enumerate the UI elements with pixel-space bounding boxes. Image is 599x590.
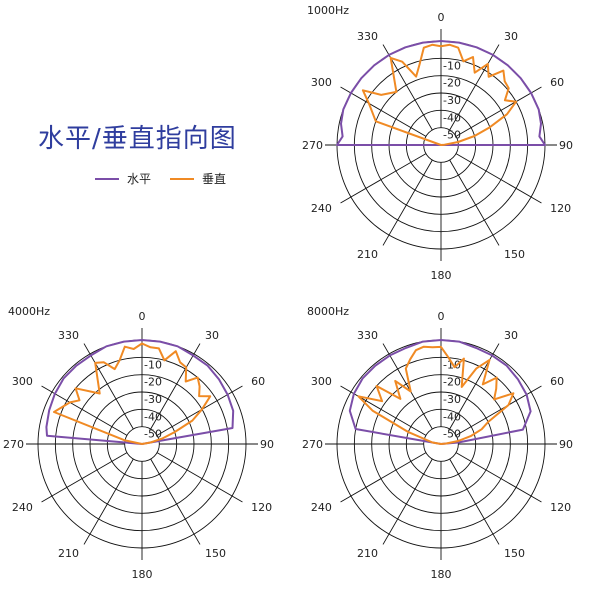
angle-label: 30	[205, 329, 219, 342]
polar-spoke	[449, 44, 500, 131]
polar-spoke	[382, 159, 433, 246]
angle-label: 330	[357, 30, 378, 43]
angle-label: 270	[302, 139, 323, 152]
angle-label: 90	[260, 438, 274, 451]
polar-spoke	[41, 385, 128, 436]
legend-item-horizontal: 水平	[95, 170, 151, 187]
polar-spoke	[41, 452, 128, 503]
polar-plot-2: 8000Hz-10-20-30-40-500306090120150180210…	[302, 305, 573, 581]
angle-label: 150	[504, 248, 525, 261]
angle-label: 30	[504, 30, 518, 43]
polar-spoke	[382, 343, 433, 430]
polar-spoke	[156, 452, 243, 503]
legend-swatch-horizontal	[95, 177, 119, 180]
angle-label: 270	[302, 438, 323, 451]
series-horizontal	[45, 339, 235, 445]
angle-label: 0	[438, 11, 445, 24]
plot-title: 1000Hz	[307, 4, 349, 17]
angle-label: 180	[431, 269, 452, 282]
legend-label-vertical: 垂直	[202, 172, 227, 186]
ring-label: -40	[443, 111, 461, 124]
polar-spoke	[455, 86, 542, 137]
polar-spoke	[83, 458, 134, 545]
ring-label: -50	[443, 428, 461, 441]
polar-spoke	[150, 458, 201, 545]
ring-label: -50	[443, 129, 461, 142]
series-horizontal	[336, 40, 546, 146]
angle-label: 90	[559, 139, 573, 152]
angle-label: 300	[311, 76, 332, 89]
angle-label: 240	[311, 202, 332, 215]
ring-label: -10	[144, 358, 162, 371]
angle-label: 330	[58, 329, 79, 342]
ring-label: -50	[144, 428, 162, 441]
angle-label: 0	[139, 310, 146, 323]
angle-label: 90	[559, 438, 573, 451]
series-vertical	[361, 43, 518, 146]
series-horizontal	[348, 339, 532, 445]
legend-label-horizontal: 水平	[127, 172, 152, 186]
polar-plot-0: 1000Hz -10 -20 -30 -40 -50 0 30 60 90 120 150 180 210…	[302, 4, 573, 282]
angle-label: 300	[12, 375, 33, 388]
polar-spoke	[449, 159, 500, 246]
polar-spoke	[382, 458, 433, 545]
angle-label: 210	[357, 248, 378, 261]
polar-spoke	[449, 458, 500, 545]
plot-title: 4000Hz	[8, 305, 50, 318]
angle-label: 180	[132, 568, 153, 581]
angle-label: 60	[550, 76, 564, 89]
legend-swatch-vertical	[170, 177, 194, 180]
polar-spoke	[340, 86, 427, 137]
angle-label: 210	[58, 547, 79, 560]
ring-label: -30	[443, 393, 461, 406]
angle-label: 60	[550, 375, 564, 388]
angle-label: 150	[504, 547, 525, 560]
polar-spoke	[455, 153, 542, 204]
angle-label: 240	[311, 501, 332, 514]
series-vertical	[357, 345, 515, 445]
legend-item-vertical: 垂直	[170, 170, 226, 187]
angle-label: 60	[251, 375, 265, 388]
ring-label: -10	[443, 59, 461, 72]
ring-label: -40	[443, 410, 461, 423]
polar-spoke	[455, 385, 542, 436]
polar-spoke	[455, 452, 542, 503]
ring-label: -20	[443, 77, 461, 90]
angle-label: 300	[311, 375, 332, 388]
angle-label: 120	[550, 202, 571, 215]
angle-label: 150	[205, 547, 226, 560]
ring-label: -30	[443, 94, 461, 107]
angle-label: 270	[3, 438, 24, 451]
angle-label: 330	[357, 329, 378, 342]
polar-spoke	[83, 343, 134, 430]
ring-label: -20	[443, 376, 461, 389]
polar-spoke	[449, 343, 500, 430]
series-vertical	[53, 342, 212, 445]
polar-spoke	[150, 343, 201, 430]
plot-title: 8000Hz	[307, 305, 349, 318]
angle-label: 30	[504, 329, 518, 342]
angle-label: 240	[12, 501, 33, 514]
ring-label: -40	[144, 410, 162, 423]
angle-label: 0	[438, 310, 445, 323]
ring-label: -20	[144, 376, 162, 389]
angle-label: 210	[357, 547, 378, 560]
angle-label: 120	[550, 501, 571, 514]
chart-title: 水平/垂直指向图	[38, 124, 237, 154]
angle-label: 180	[431, 568, 452, 581]
angle-label: 120	[251, 501, 272, 514]
ring-label: -30	[144, 393, 162, 406]
polar-spoke	[340, 452, 427, 503]
polar-plot-1: 4000Hz -10 -20 -30 -40 -50 0 30 60 90 120 150 180 210…	[3, 305, 274, 581]
polar-spoke	[340, 153, 427, 204]
